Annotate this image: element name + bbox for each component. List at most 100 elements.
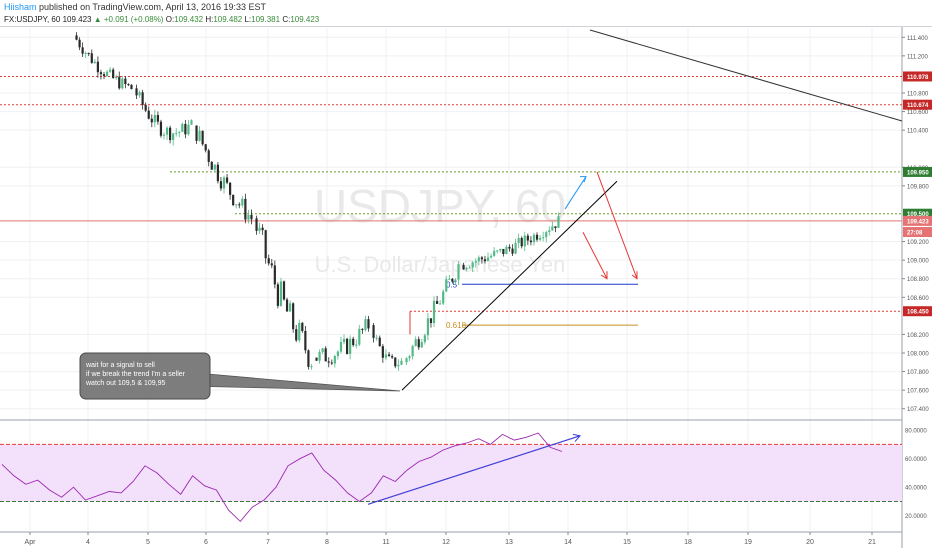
- candle-body: [258, 227, 261, 231]
- candle-body: [301, 322, 304, 331]
- candle-body: [81, 47, 84, 54]
- candle-body: [318, 352, 321, 361]
- candle-body: [121, 78, 124, 89]
- candle-body: [96, 61, 99, 73]
- price-tick-label: 108.800: [907, 277, 929, 283]
- candle-body: [93, 61, 96, 63]
- candle-body: [178, 131, 181, 133]
- candle-body: [330, 362, 333, 364]
- low-label: L:: [244, 15, 252, 24]
- candle-body: [400, 360, 403, 365]
- price-tick-label: 111.200: [907, 54, 928, 60]
- candle-body: [109, 69, 112, 72]
- candle-body: [127, 84, 130, 86]
- price-label-text: 110.978: [907, 75, 929, 81]
- candle-body: [423, 335, 426, 343]
- rsi-tick-label: 40.0000: [905, 486, 927, 492]
- candle-body: [414, 339, 417, 347]
- candle-body: [327, 361, 330, 363]
- time-tick-label: 20: [806, 539, 814, 546]
- candle-body: [162, 134, 166, 136]
- candle-body: [270, 263, 273, 266]
- author-link[interactable]: Hiisham: [4, 2, 37, 12]
- candle-body: [520, 237, 523, 247]
- candle-body: [282, 281, 286, 300]
- arrow-head-icon: [600, 271, 608, 280]
- candle-body: [222, 177, 226, 189]
- candle-body: [375, 337, 378, 339]
- candle-body: [384, 354, 388, 358]
- candle-body: [420, 342, 423, 348]
- candle-body: [295, 329, 298, 341]
- watermark-symbol: USDJPY, 60: [314, 180, 566, 232]
- candle-body: [112, 69, 115, 78]
- price-tick-label: 107.600: [907, 389, 929, 395]
- callout-text-line: wait for a signal to sell: [85, 362, 155, 369]
- candle-body: [471, 262, 474, 268]
- candle-body: [115, 76, 118, 78]
- candle-body: [102, 74, 106, 77]
- candle-body: [462, 264, 465, 270]
- price-label-badge: [903, 208, 932, 219]
- callout-box: [79, 352, 211, 400]
- projection-up-arrow: [564, 176, 587, 210]
- candle-body: [557, 216, 560, 228]
- price-axis: 111.400111.200110.800110.600110.400110.0…: [902, 27, 932, 548]
- candle-body: [307, 350, 310, 367]
- candle-body: [255, 218, 258, 231]
- header-line: Hiisham published on TradingView.com, Ap…: [4, 2, 266, 12]
- candle-body: [408, 356, 411, 359]
- change-value: +0.091 (+0.08%): [103, 15, 164, 24]
- candle-body: [267, 258, 270, 264]
- candle-body: [304, 330, 307, 351]
- price-label-text: 109.423: [907, 219, 929, 225]
- candle-body: [105, 71, 109, 77]
- candle-body: [216, 164, 219, 182]
- published-text: published on TradingView.com, April 13, …: [39, 2, 267, 12]
- candle-body: [457, 264, 460, 280]
- time-tick-label: 12: [442, 539, 450, 546]
- price-label-badge: [903, 227, 932, 238]
- price-tick-label: 111.400: [907, 36, 928, 42]
- price-tick-label: 110.600: [907, 110, 929, 116]
- callout-pointer: [184, 371, 401, 392]
- symbol-label: FX:USDJPY, 60: [4, 15, 61, 24]
- candle-body: [279, 281, 283, 306]
- candle-body: [426, 318, 430, 336]
- time-tick-label: 6: [204, 539, 208, 546]
- price-label-text: 27:08: [907, 231, 923, 237]
- price-tick-label: 107.400: [907, 407, 929, 413]
- candle-body: [336, 351, 340, 356]
- candle-body: [130, 84, 133, 90]
- low-value: 109.381: [251, 15, 281, 24]
- price-label-text: 110.674: [907, 103, 929, 109]
- last-price: 109.423: [62, 15, 92, 24]
- time-tick-label: 19: [744, 539, 752, 546]
- price-tick-label: 109.200: [907, 240, 929, 246]
- candle-body: [333, 355, 336, 364]
- time-tick-label: 5: [146, 539, 150, 546]
- drawings: [401, 29, 903, 391]
- candle-body: [483, 259, 487, 262]
- candle-body: [465, 267, 468, 270]
- candle-body: [545, 232, 548, 238]
- candle-body: [84, 52, 87, 54]
- time-axis: Apr 4 5 6 7 8 11 12 13 14 15 18 19 20 21: [25, 532, 876, 546]
- candle-body: [118, 76, 121, 89]
- candle-body: [387, 354, 391, 357]
- price-tick-label: 110.400: [907, 129, 929, 135]
- candle-body: [442, 291, 445, 304]
- annotation-callout[interactable]: wait for a signal to sell if we break the…: [79, 352, 401, 400]
- rsi-pane: [0, 432, 902, 523]
- projection-down-arrow: [596, 171, 638, 279]
- candle-body: [141, 92, 144, 105]
- candle-body: [210, 161, 213, 170]
- candle-body: [201, 130, 204, 145]
- candle-body: [175, 132, 178, 134]
- candle-body: [496, 250, 499, 252]
- candle-body: [429, 318, 433, 323]
- open-label: O:: [165, 15, 175, 24]
- candles: [75, 32, 560, 371]
- time-tick-label: 4: [86, 539, 90, 546]
